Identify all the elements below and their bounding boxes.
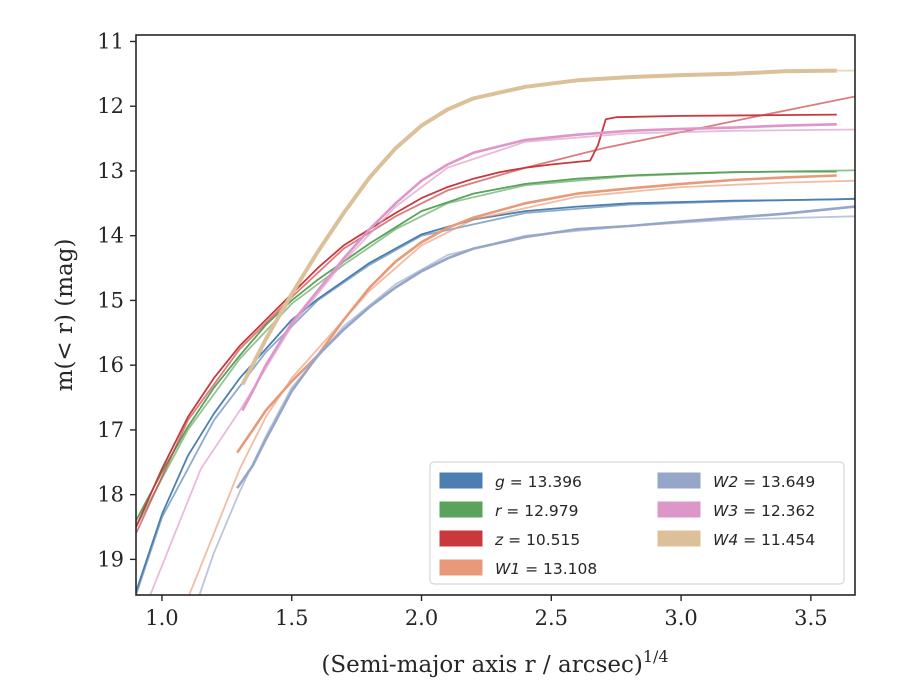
x-axis-label: (Semi-major axis r / arcsec)1/4 xyxy=(321,647,668,678)
legend-label-w1: W1 = 13.108 xyxy=(495,560,597,578)
series-g-extrapolation-line xyxy=(136,197,855,595)
legend-swatch-g xyxy=(439,472,483,489)
series-z-line xyxy=(136,113,837,528)
y-tick-label: 15 xyxy=(97,288,124,312)
x-tick-label: 3.0 xyxy=(664,606,697,630)
y-tick-label: 12 xyxy=(97,94,124,118)
legend-frame xyxy=(429,461,845,585)
plot-frame xyxy=(135,34,856,596)
series-lines xyxy=(136,68,855,595)
y-tick-label: 16 xyxy=(97,353,124,377)
y-axis: 11 12 13 14 15 16 17 18 19 xyxy=(97,29,136,571)
x-tick-label: 3.5 xyxy=(794,606,827,630)
series-w2-line xyxy=(236,205,855,489)
legend: g = 13.396 r = 12.979 z = 10.515 W1 = 13.10… xyxy=(429,461,845,585)
legend-swatch-w1 xyxy=(439,559,483,576)
legend-label-w3: W3 = 12.362 xyxy=(713,502,815,520)
x-axis-label-text: (Semi-major axis r / arcsec) xyxy=(321,652,642,678)
y-tick-label: 13 xyxy=(97,159,124,183)
series-w4-line xyxy=(240,68,837,386)
series-w3-line xyxy=(241,123,837,412)
y-tick-label: 17 xyxy=(97,418,124,442)
legend-swatch-w4 xyxy=(657,530,701,547)
y-tick-label: 11 xyxy=(97,29,124,53)
legend-swatch-w3 xyxy=(657,501,701,518)
x-axis: 1.0 1.5 2.0 2.5 3.0 3.5 xyxy=(145,595,828,630)
y-tick-label: 14 xyxy=(97,224,124,248)
legend-swatch-w2 xyxy=(657,472,701,489)
series-w3-extrapolation-line xyxy=(149,128,855,595)
series-g-line xyxy=(136,197,855,593)
legend-label-z: z = 10.515 xyxy=(494,531,580,549)
x-tick-label: 2.0 xyxy=(405,606,438,630)
series-w1-extrapolation-line xyxy=(188,179,855,595)
y-axis-label: m(< r) (mag) xyxy=(52,239,78,392)
legend-swatch-r xyxy=(439,501,483,518)
x-tick-label: 1.5 xyxy=(275,606,308,630)
y-tick-label: 19 xyxy=(97,547,124,571)
legend-label-w2: W2 = 13.649 xyxy=(713,473,815,491)
legend-swatch-z xyxy=(439,530,483,547)
legend-label-w4: W4 = 11.454 xyxy=(713,531,815,549)
legend-label-r: r = 12.979 xyxy=(495,502,578,520)
legend-label-g: g = 13.396 xyxy=(495,473,582,491)
series-r-line xyxy=(136,170,837,521)
x-tick-label: 1.0 xyxy=(145,606,178,630)
x-axis-label-exponent: 1/4 xyxy=(643,647,669,666)
y-tick-label: 18 xyxy=(97,483,124,507)
series-w1-line xyxy=(236,174,837,454)
x-tick-label: 2.5 xyxy=(535,606,568,630)
